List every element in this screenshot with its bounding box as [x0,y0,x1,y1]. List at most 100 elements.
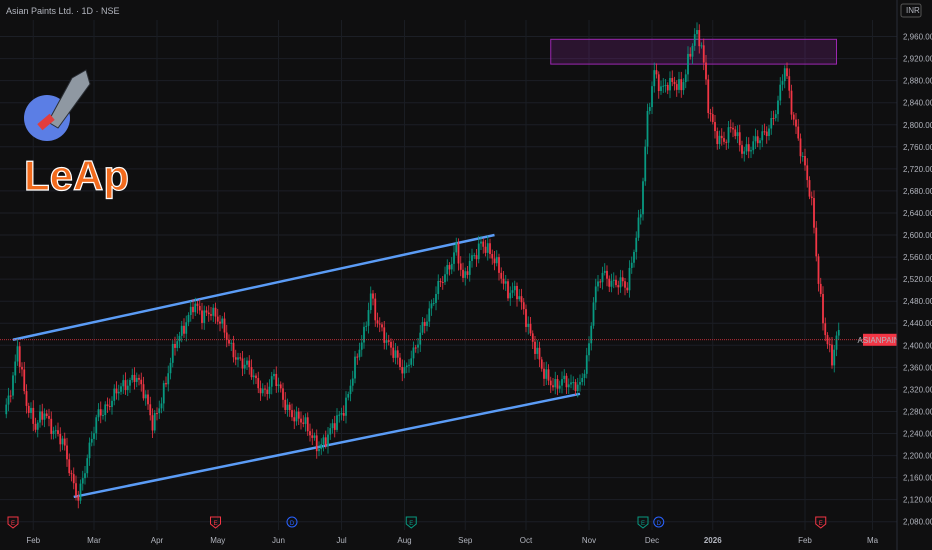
candle-body [770,118,773,129]
candle-body [196,303,199,306]
candle-body [513,286,516,291]
candle-body [104,404,107,416]
candle-body [138,377,140,380]
candle-body [327,434,329,447]
candle-body [430,303,433,309]
candle-body [804,155,806,166]
candle-body [394,350,397,358]
candle-body [540,359,543,369]
candle-body [432,302,435,304]
time-tick: May [210,536,225,545]
candle-body [750,150,752,152]
candle-body [822,293,824,324]
price-tick: 2,800.00 [903,121,932,130]
candle-body [455,242,458,253]
candle-body [252,375,255,378]
symbol-tag: ASIANPAINT [858,336,905,345]
symbol-tag-bg [863,333,899,346]
candle-body [477,243,480,260]
candle-body [502,278,505,284]
candle-body [70,473,73,475]
event-label: D [290,521,295,527]
candle-body [698,30,701,47]
candle-body [635,237,638,252]
candle-body [815,227,818,257]
candle-body [727,127,730,143]
candle-body [347,394,350,398]
candle-body [538,347,541,360]
candle-body [108,406,111,408]
candle-body [183,325,185,334]
candle-body [711,114,714,123]
candle-body [723,138,725,142]
candle-body [835,335,838,350]
candle-body [264,388,266,390]
candle-body [174,343,176,348]
symbol-header[interactable]: Asian Paints Ltd. · 1D · NSE [6,6,120,16]
candle-body [610,280,613,287]
candle-body [90,438,93,443]
candle-body [606,270,608,279]
candle-body [441,281,444,283]
candle-body [534,341,536,354]
candle-body [84,473,86,479]
candle-body [831,344,833,366]
candle-body [531,333,534,342]
candle-body [153,413,156,431]
candle-body [32,407,35,424]
candle-body [50,418,53,434]
resistance-zone[interactable] [550,38,837,65]
candle-body [144,394,147,399]
candle-body [482,241,485,247]
candle-body [738,132,741,146]
candle-body [660,86,662,92]
candle-body [275,373,278,386]
candle-body [783,68,786,82]
candle-body [214,307,217,317]
candle-body [626,287,629,291]
candle-body [160,403,163,409]
candle-body [111,400,113,407]
candle-body [705,62,707,80]
candle-body [77,495,80,501]
candle-body [826,335,829,345]
event-label: D [657,521,662,527]
candle-body [333,423,336,430]
candle-body [585,355,588,374]
earnings-marker [7,516,19,529]
candle-body [392,347,395,358]
candle-body [221,318,224,324]
candle-body [43,413,46,420]
candle-body [320,444,323,450]
candle-body [572,382,575,384]
candle-body [527,323,530,327]
candle-body [725,141,728,143]
candle-body [743,151,746,154]
candle-body [772,118,775,120]
candle-body [178,335,181,342]
candle-body [500,272,503,279]
candle-body [684,74,687,83]
candle-body [691,45,694,57]
candle-body [795,119,797,127]
price-axis[interactable]: INR 2,080.00 2,120.00 2,160.00 2,200.00 2,240… [896,0,932,550]
candle-body [131,374,134,381]
trend-channel[interactable] [12,233,581,499]
candle-body [678,79,680,90]
candle-body [756,136,759,144]
candle-body [66,445,68,460]
candle-body [597,281,599,287]
candle-body [642,181,644,215]
candle-body [282,388,284,400]
candle-body [54,430,57,432]
candle-body [453,252,455,264]
candle-body [243,364,246,369]
candle-body [381,324,383,328]
candle-body [36,422,39,430]
candle-body [574,382,577,391]
candle-body [448,265,451,270]
time-axis[interactable]: Feb Mar Apr May Jun Jul Aug Sep Oct Nov Dec 2026 Feb… [26,536,878,545]
candle-body [468,260,471,275]
